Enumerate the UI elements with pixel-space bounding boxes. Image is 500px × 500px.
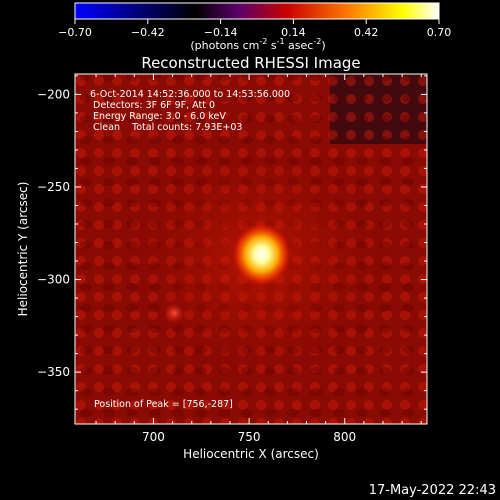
x-tick-label: 700 xyxy=(142,430,165,444)
colorbar-tick-label: −0.70 xyxy=(58,26,92,39)
colorbar-tick-label: 0.70 xyxy=(427,26,452,39)
colorbar: −0.70 −0.42 −0.14 0.14 0.42 0.70 (photons cm-… xyxy=(58,2,451,52)
plot-area xyxy=(75,74,427,424)
y-tick-label: −350 xyxy=(37,365,70,379)
annotation-time-range: 6-Oct-2014 14:52:36.000 to 14:53:56.000 xyxy=(90,89,290,100)
y-axis: −200 −250 −300 −350 xyxy=(37,75,427,410)
colorbar-unit-label: (photons cm-2 s-1 asec-2) xyxy=(190,37,325,52)
y-tick-label: −200 xyxy=(37,87,70,101)
annotation-peak-position: Position of Peak = [756,-287] xyxy=(94,399,233,410)
y-tick-label: −300 xyxy=(37,273,70,287)
x-axis-title: Heliocentric X (arcsec) xyxy=(183,447,319,461)
y-axis-title: Heliocentric Y (arcsec) xyxy=(16,182,30,317)
colorbar-tick-labels: −0.70 −0.42 −0.14 0.14 0.42 0.70 xyxy=(58,26,451,39)
annotation-clean-counts: Clean Total counts: 7.93E+03 xyxy=(93,122,242,133)
x-tick-label: 750 xyxy=(238,430,261,444)
plot-frame xyxy=(74,73,428,425)
colorbar-tick-label: −0.42 xyxy=(131,26,165,39)
chart-title: Reconstructed RHESSI Image xyxy=(141,54,360,72)
x-tick-label: 800 xyxy=(333,430,356,444)
colorbar-gradient xyxy=(74,2,440,20)
x-axis: 700 750 800 xyxy=(95,74,422,444)
plot-timestamp: 17-May-2022 22:43 xyxy=(369,483,496,498)
colorbar-ticks xyxy=(74,19,440,24)
annotation-detectors: Detectors: 3F 6F 9F, Att 0 xyxy=(93,100,215,111)
colorbar-tick-label: 0.42 xyxy=(354,26,379,39)
plot-annotations: 6-Oct-2014 14:52:36.000 to 14:53:56.000 … xyxy=(90,89,290,410)
colorbar-tick-label: −0.14 xyxy=(204,26,238,39)
annotation-energy-range: Energy Range: 3.0 - 6.0 keV xyxy=(93,111,226,122)
secondary-source xyxy=(162,300,187,325)
peak-source xyxy=(231,222,292,287)
colorbar-tick-label: 0.14 xyxy=(281,26,306,39)
y-tick-label: −250 xyxy=(37,180,70,194)
